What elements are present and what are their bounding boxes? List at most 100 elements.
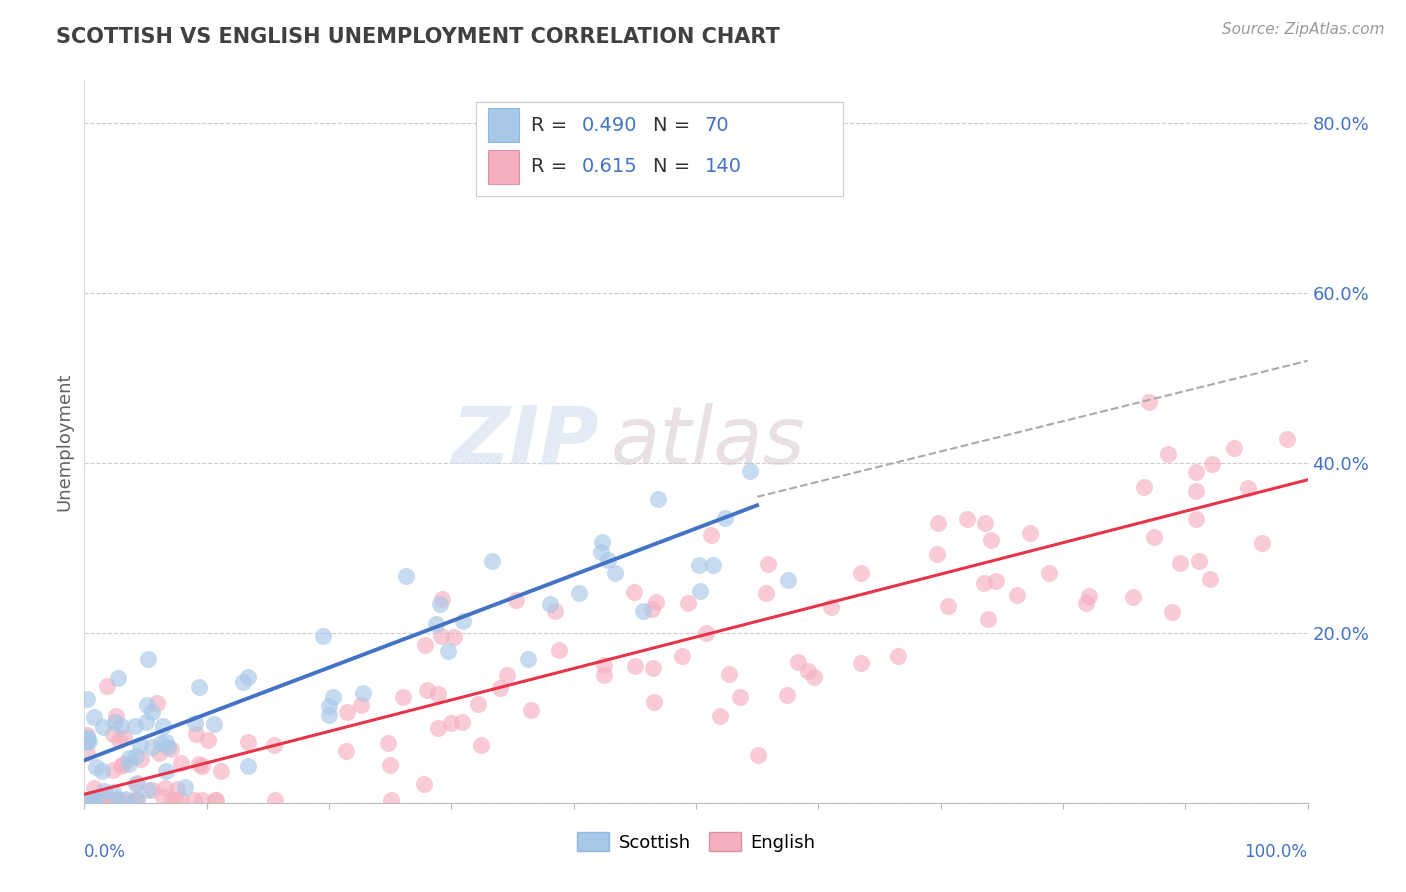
Point — [440, 715, 463, 730]
Point — [183, 716, 205, 731]
Point — [973, 516, 995, 531]
Point — [170, 793, 193, 807]
Point — [623, 658, 645, 673]
Point — [603, 566, 626, 581]
Point — [820, 599, 842, 614]
Point — [927, 548, 949, 562]
Point — [232, 675, 254, 690]
Point — [977, 612, 1000, 626]
Point — [593, 657, 616, 672]
Point — [481, 554, 503, 568]
Point — [623, 584, 645, 599]
Point — [149, 736, 172, 750]
Point — [156, 740, 179, 755]
Point — [936, 599, 959, 614]
Point — [755, 586, 778, 600]
Point — [467, 698, 489, 712]
Point — [101, 785, 124, 799]
Legend: Scottish, English: Scottish, English — [569, 825, 823, 859]
Text: ZIP: ZIP — [451, 402, 598, 481]
Point — [103, 763, 125, 777]
Point — [138, 782, 160, 797]
Point — [803, 670, 825, 684]
Point — [148, 746, 170, 760]
Point — [107, 791, 129, 805]
Point — [312, 629, 335, 643]
Point — [429, 629, 451, 643]
Point — [125, 791, 148, 805]
Point — [86, 760, 108, 774]
Point — [93, 783, 115, 797]
Point — [695, 626, 717, 640]
Point — [1133, 480, 1156, 494]
Point — [76, 793, 98, 807]
Point — [204, 793, 226, 807]
Point — [1199, 573, 1222, 587]
Point — [1185, 484, 1208, 499]
Text: Source: ZipAtlas.com: Source: ZipAtlas.com — [1222, 22, 1385, 37]
Point — [1157, 446, 1180, 460]
Point — [1237, 481, 1260, 495]
Point — [699, 528, 721, 542]
Point — [426, 721, 449, 735]
Point — [91, 793, 114, 807]
Point — [76, 793, 98, 807]
Point — [714, 511, 737, 525]
Point — [1275, 432, 1298, 446]
Point — [136, 651, 159, 665]
Point — [488, 681, 510, 695]
Point — [1223, 441, 1246, 455]
Point — [495, 668, 517, 682]
Point — [644, 595, 666, 609]
Point — [84, 793, 107, 807]
Point — [426, 687, 449, 701]
Point — [112, 730, 135, 744]
Point — [591, 535, 613, 549]
Point — [1251, 536, 1274, 550]
Point — [153, 780, 176, 795]
Point — [83, 793, 105, 807]
Point — [335, 743, 357, 757]
Point — [1137, 395, 1160, 409]
Text: R =: R = — [531, 158, 574, 177]
Point — [188, 757, 211, 772]
Point — [631, 604, 654, 618]
Point — [84, 791, 107, 805]
Point — [118, 757, 141, 772]
Point — [505, 593, 527, 607]
Point — [136, 698, 159, 713]
Point — [104, 714, 127, 729]
Point — [91, 792, 114, 806]
Point — [187, 680, 209, 694]
Point — [450, 714, 472, 729]
Point — [547, 643, 569, 657]
Point — [647, 491, 669, 506]
Point — [1018, 526, 1040, 541]
Point — [114, 791, 136, 805]
Point — [592, 668, 614, 682]
Point — [118, 751, 141, 765]
Point — [425, 617, 447, 632]
Point — [129, 751, 152, 765]
Point — [100, 793, 122, 807]
Point — [676, 596, 699, 610]
Point — [125, 777, 148, 791]
Point — [76, 746, 98, 760]
Point — [209, 764, 232, 778]
Point — [380, 793, 402, 807]
Point — [238, 735, 260, 749]
Point — [776, 573, 799, 587]
Point — [145, 697, 167, 711]
Point — [1074, 596, 1097, 610]
Point — [1201, 457, 1223, 471]
Text: 70: 70 — [704, 116, 730, 135]
Text: SCOTTISH VS ENGLISH UNEMPLOYMENT CORRELATION CHART: SCOTTISH VS ENGLISH UNEMPLOYMENT CORRELA… — [56, 27, 780, 46]
Point — [1160, 605, 1182, 619]
Point — [135, 715, 157, 730]
Point — [717, 667, 740, 681]
Point — [174, 780, 197, 794]
Point — [79, 791, 101, 805]
Point — [155, 764, 177, 779]
Y-axis label: Unemployment: Unemployment — [55, 372, 73, 511]
Point — [392, 690, 415, 705]
